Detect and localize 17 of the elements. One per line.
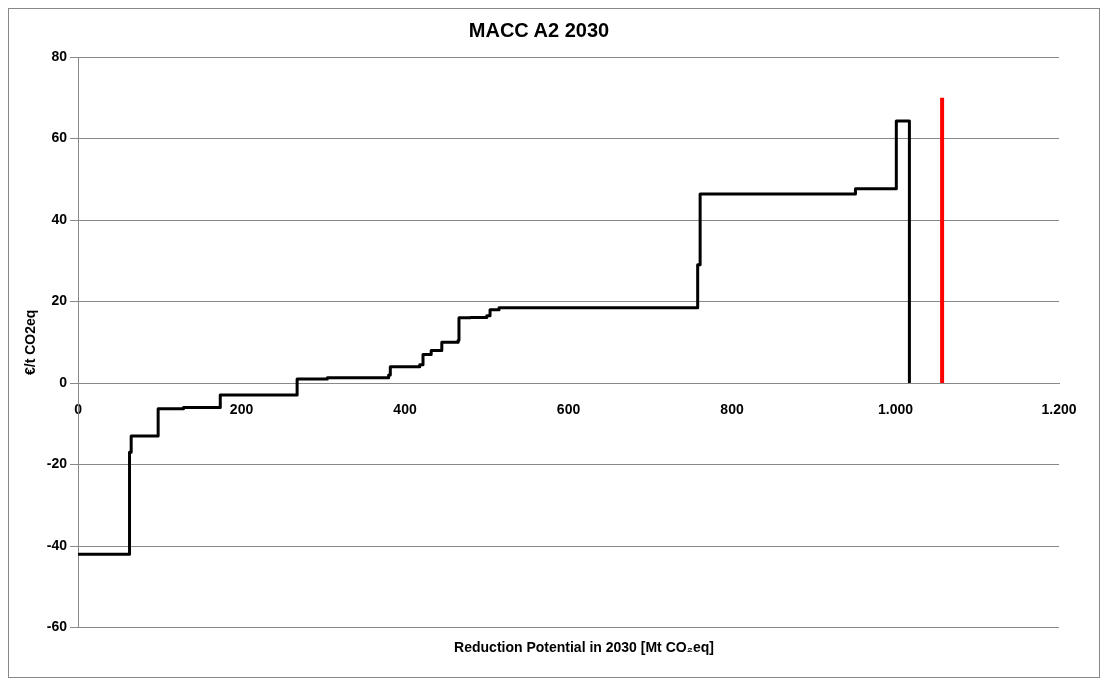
x-axis-title: Reduction Potential in 2030 [Mt CO₂eq]	[453, 639, 715, 655]
y-tick-label: -40	[46, 536, 68, 553]
x-tick-label: 1.200	[1041, 401, 1077, 418]
x-tick-label: 800	[720, 401, 744, 418]
y-tick-label: -20	[46, 455, 68, 472]
x-tick-label: 200	[229, 401, 254, 418]
y-tick-label: 60	[51, 129, 68, 146]
x-tick-label: 400	[393, 401, 417, 418]
y-tick-label: 80	[51, 47, 68, 64]
y-tick-label: 0	[59, 373, 68, 390]
chart-title: MACC A2 2030	[468, 18, 610, 41]
y-tick-label: 40	[51, 210, 68, 227]
x-tick-label: 1.000	[877, 401, 914, 418]
x-tick-label: 600	[556, 401, 581, 418]
y-tick-label: 20	[51, 292, 68, 309]
y-tick-label: -60	[46, 618, 68, 635]
y-axis-title: €/t CO2eq	[22, 309, 39, 375]
